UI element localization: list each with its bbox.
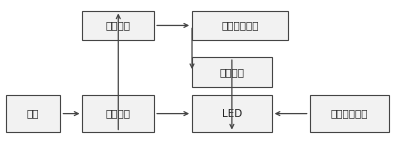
Bar [192,57,272,87]
Bar [192,95,272,132]
Text: 开关控制电路: 开关控制电路 [221,20,259,30]
Bar [6,95,61,132]
Bar [82,11,154,40]
Text: 市电: 市电 [27,109,39,119]
Text: 采样电路: 采样电路 [106,20,131,30]
Text: 整流电路: 整流电路 [106,109,131,119]
Bar [192,11,287,40]
Bar [82,95,154,132]
Text: LED: LED [222,109,242,119]
Text: 开关电路: 开关电路 [219,67,244,77]
Text: 电流控制电路: 电流控制电路 [331,109,368,119]
Bar [310,95,389,132]
